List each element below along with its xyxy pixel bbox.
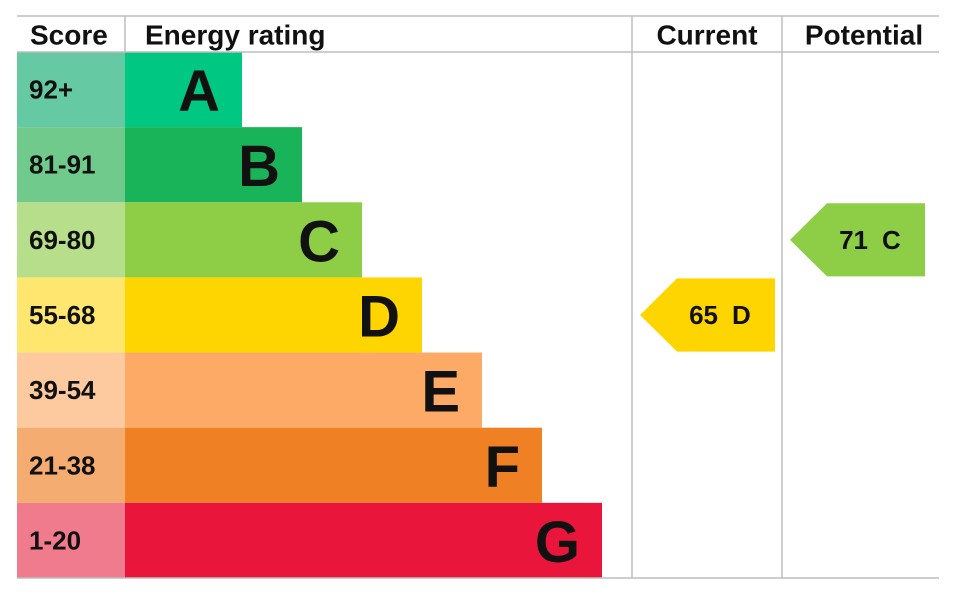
current-letter: D — [732, 300, 751, 330]
score-cell — [17, 352, 125, 428]
rating-letter: D — [358, 285, 400, 350]
current-arrow — [640, 278, 775, 352]
score-range: 92+ — [29, 75, 73, 105]
rating-letter: A — [178, 59, 220, 124]
score-cell — [17, 502, 125, 578]
header-current: Current — [656, 20, 757, 51]
score-range: 81-91 — [29, 150, 96, 180]
rating-letter: E — [421, 360, 460, 425]
rating-letter: G — [535, 510, 580, 575]
header-rating: Energy rating — [145, 20, 325, 51]
rating-bar — [125, 277, 422, 353]
score-range: 69-80 — [29, 225, 96, 255]
score-range: 21-38 — [29, 450, 96, 480]
rating-bar — [125, 427, 542, 503]
rating-bar — [125, 127, 302, 203]
header-potential: Potential — [805, 20, 923, 51]
potential-letter: C — [882, 225, 901, 255]
score-cell — [17, 52, 125, 128]
potential-arrow — [790, 203, 925, 277]
score-range: 1-20 — [29, 525, 81, 555]
rating-bar — [125, 202, 362, 278]
rating-bar — [125, 52, 242, 128]
score-cell — [17, 427, 125, 503]
rating-letter: F — [485, 435, 520, 500]
score-range: 55-68 — [29, 300, 96, 330]
current-value: 65 — [689, 300, 718, 330]
potential-value: 71 — [839, 225, 868, 255]
score-cell — [17, 127, 125, 203]
rating-bar — [125, 352, 482, 428]
score-cell — [17, 202, 125, 278]
score-range: 39-54 — [29, 375, 96, 405]
rating-bar — [125, 502, 602, 578]
score-cell — [17, 277, 125, 353]
header-score: Score — [30, 20, 108, 51]
rating-letter: C — [298, 209, 340, 274]
rating-letter: B — [238, 134, 280, 199]
